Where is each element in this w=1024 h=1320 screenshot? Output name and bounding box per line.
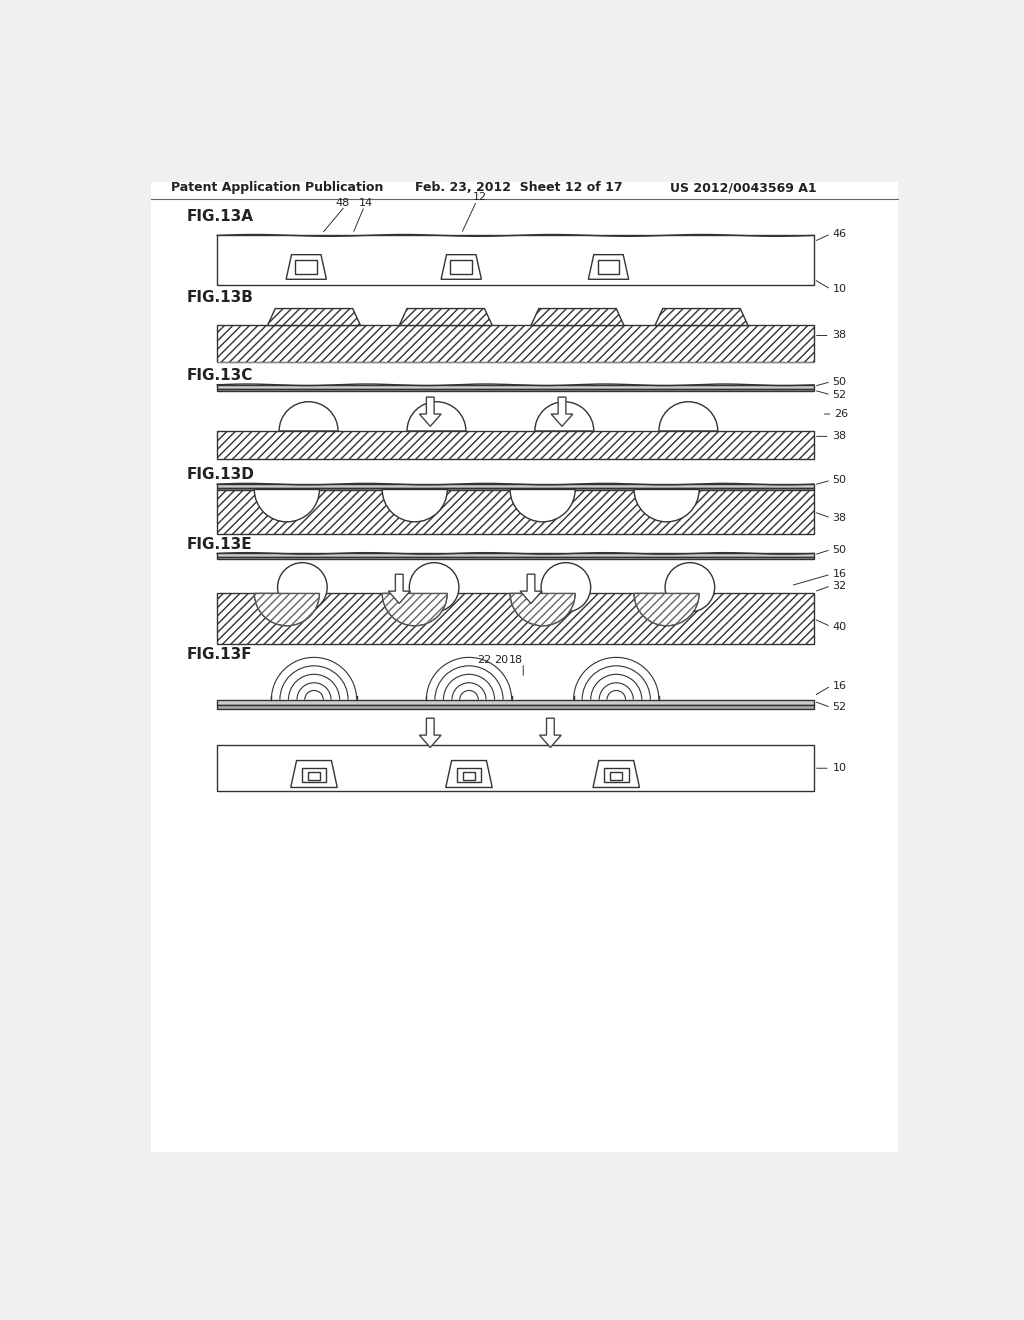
Text: 16: 16 xyxy=(833,569,847,579)
Bar xyxy=(604,768,629,781)
Wedge shape xyxy=(280,401,338,430)
Text: 38: 38 xyxy=(817,330,847,341)
Polygon shape xyxy=(551,397,572,426)
Polygon shape xyxy=(540,718,561,747)
Text: 16: 16 xyxy=(833,681,847,690)
Bar xyxy=(217,484,814,488)
Wedge shape xyxy=(254,490,319,521)
Bar xyxy=(217,388,814,391)
Bar xyxy=(217,700,814,705)
Text: 10: 10 xyxy=(817,763,847,774)
Polygon shape xyxy=(520,574,542,603)
Text: FIG.13B: FIG.13B xyxy=(186,289,253,305)
Polygon shape xyxy=(399,309,493,326)
Text: 18: 18 xyxy=(509,655,523,665)
Polygon shape xyxy=(445,760,493,788)
Wedge shape xyxy=(407,401,466,430)
Circle shape xyxy=(665,562,715,612)
Circle shape xyxy=(541,562,591,612)
Text: Patent Application Publication: Patent Application Publication xyxy=(171,181,383,194)
Text: 48: 48 xyxy=(336,198,350,209)
Text: 52: 52 xyxy=(833,702,847,713)
Wedge shape xyxy=(510,490,575,521)
Bar xyxy=(217,744,814,792)
Bar xyxy=(217,235,814,285)
Text: 52: 52 xyxy=(833,389,847,400)
Wedge shape xyxy=(510,594,575,626)
Text: 50: 50 xyxy=(833,376,847,387)
Text: 10: 10 xyxy=(833,284,847,294)
Circle shape xyxy=(278,562,328,612)
Text: 22: 22 xyxy=(477,655,490,665)
Polygon shape xyxy=(286,255,327,280)
Text: 38: 38 xyxy=(817,432,847,441)
Polygon shape xyxy=(291,760,337,788)
Bar xyxy=(217,385,814,388)
Text: 32: 32 xyxy=(833,581,847,591)
Bar xyxy=(308,772,321,780)
Text: 38: 38 xyxy=(833,513,847,523)
Polygon shape xyxy=(593,760,640,788)
Bar xyxy=(463,772,475,780)
Text: FIG.13F: FIG.13F xyxy=(186,647,252,661)
Circle shape xyxy=(410,562,459,612)
Bar xyxy=(217,326,814,363)
Bar xyxy=(610,772,623,780)
Polygon shape xyxy=(589,255,629,280)
Text: FIG.13D: FIG.13D xyxy=(186,466,254,482)
Text: US 2012/0043569 A1: US 2012/0043569 A1 xyxy=(671,181,817,194)
Bar xyxy=(217,594,814,644)
Wedge shape xyxy=(634,594,699,626)
Polygon shape xyxy=(267,309,360,326)
Wedge shape xyxy=(535,401,594,430)
Bar xyxy=(457,768,481,781)
Text: 46: 46 xyxy=(833,228,847,239)
Wedge shape xyxy=(634,490,699,521)
Text: 26: 26 xyxy=(834,409,848,418)
Polygon shape xyxy=(420,397,441,426)
Wedge shape xyxy=(254,594,319,626)
Bar xyxy=(217,488,814,490)
Polygon shape xyxy=(441,255,481,280)
Text: FIG.13E: FIG.13E xyxy=(186,537,252,553)
Wedge shape xyxy=(382,490,447,521)
Polygon shape xyxy=(655,309,748,326)
Bar xyxy=(217,490,814,535)
Text: 14: 14 xyxy=(359,198,373,209)
Bar xyxy=(217,553,814,557)
Text: 12: 12 xyxy=(473,191,487,202)
Wedge shape xyxy=(382,594,447,626)
Bar xyxy=(217,430,814,459)
Bar xyxy=(598,260,620,275)
Polygon shape xyxy=(420,718,441,747)
Text: 20: 20 xyxy=(494,655,508,665)
Bar xyxy=(217,705,814,709)
Text: 50: 50 xyxy=(833,475,847,486)
Bar xyxy=(217,557,814,558)
Text: 40: 40 xyxy=(833,622,847,631)
Bar xyxy=(302,768,327,781)
Text: 50: 50 xyxy=(833,545,847,554)
Text: FIG.13A: FIG.13A xyxy=(186,209,253,223)
Bar xyxy=(451,260,472,275)
Bar xyxy=(295,260,317,275)
Text: Feb. 23, 2012  Sheet 12 of 17: Feb. 23, 2012 Sheet 12 of 17 xyxy=(415,181,623,194)
Wedge shape xyxy=(658,401,718,430)
Polygon shape xyxy=(531,309,624,326)
Polygon shape xyxy=(388,574,410,603)
Text: FIG.13C: FIG.13C xyxy=(186,368,253,383)
